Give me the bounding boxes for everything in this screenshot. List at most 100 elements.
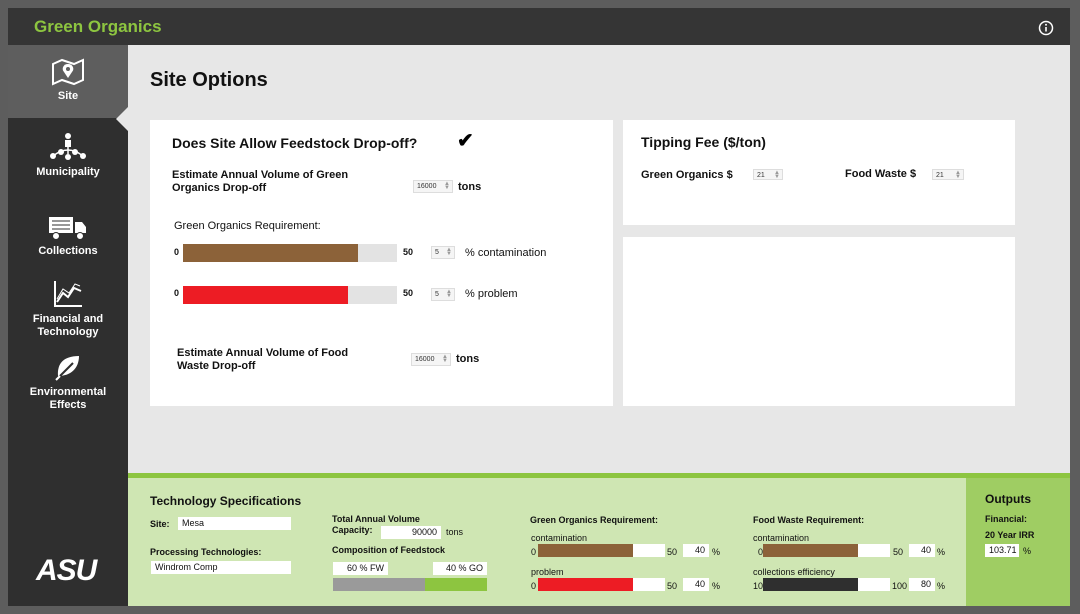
fw-volume-input[interactable]: 16000 ▲ ▼ (411, 353, 451, 366)
sidebar-item-label: Environmental (29, 386, 107, 398)
stepper-arrows-icon: ▲ ▼ (955, 170, 961, 180)
sidebar-item-label: Financial and (32, 313, 104, 325)
site-label: Site: (150, 519, 170, 529)
dropoff-question: Does Site Allow Feedstock Drop-off? (172, 135, 418, 151)
tipping-fee-title: Tipping Fee ($/ton) (641, 134, 766, 150)
stepper-arrows-icon: ▲ ▼ (446, 247, 452, 257)
fw-efficiency-min: 10 (753, 581, 764, 591)
dropoff-panel: Does Site Allow Feedstock Drop-off? ✔ Es… (150, 120, 613, 406)
stepper-arrows-icon: ▲ ▼ (774, 170, 780, 180)
go-problem-bar (538, 578, 665, 591)
go-contamination-max: 50 (667, 547, 678, 557)
fw-pct-field[interactable]: 60 % FW (333, 562, 388, 575)
problem-input[interactable]: 5 ▲ ▼ (431, 288, 455, 301)
go-contamination-min: 0 (531, 547, 537, 557)
irr-label: 20 Year IRR (985, 530, 1035, 540)
outputs-panel: Outputs Financial: 20 Year IRR 103.71 % (966, 478, 1070, 606)
fw-volume-label: Estimate Annual Volume of Food Waste Dro… (177, 347, 349, 372)
tipping-go-label: Green Organics $ (641, 169, 733, 181)
sidebar-item-label: Effects (49, 399, 87, 411)
go-problem-min: 0 (531, 581, 537, 591)
outputs-title: Outputs (985, 492, 1031, 506)
go-requirement-label: Green Organics Requirement: (174, 220, 321, 232)
composition-label: Composition of Feedstock (332, 545, 446, 555)
fw-efficiency-unit: % (937, 581, 946, 591)
go-problem-field[interactable]: 40 (683, 578, 709, 591)
fw-efficiency-max: 100 (892, 581, 908, 591)
go-problem-max: 50 (667, 581, 678, 591)
sidebar-item-municipality[interactable]: Municipality (8, 132, 128, 182)
financial-label: Financial: (985, 514, 1028, 524)
fw-contamination-field[interactable]: 40 (909, 544, 935, 557)
problem-unit: % problem (465, 288, 518, 300)
fw-efficiency-label: collections efficiency (753, 567, 835, 577)
capacity-field[interactable]: 90000 (381, 526, 441, 539)
problem-bar-fill (183, 286, 348, 304)
tipping-fw-label: Food Waste $ (845, 168, 917, 180)
sidebar-item-label: Collections (38, 245, 98, 257)
site-field[interactable]: Mesa (178, 517, 291, 530)
dropoff-checkbox[interactable]: ✔ (457, 130, 474, 152)
contamination-bar[interactable] (183, 244, 397, 262)
stepper-arrows-icon: ▲ ▼ (446, 289, 452, 299)
chart-line-icon (54, 281, 82, 307)
problem-bar[interactable] (183, 286, 397, 304)
fw-efficiency-bar (763, 578, 890, 591)
sidebar-item-label: Site (57, 90, 79, 102)
irr-field: 103.71 (985, 544, 1019, 557)
go-contamination-bar (538, 544, 665, 557)
tipping-go-input[interactable]: 21 ▲ ▼ (753, 169, 783, 180)
fw-efficiency-field[interactable]: 80 (909, 578, 935, 591)
go-volume-input[interactable]: 16000 ▲ ▼ (413, 180, 453, 193)
top-bar: Green Organics (8, 8, 1070, 45)
sidebar-item-financial[interactable]: Financial and Technology (8, 279, 128, 339)
app-window: Green Organics Site (8, 8, 1070, 606)
go-req-title: Green Organics Requirement: (530, 515, 659, 525)
contamination-bar-fill (183, 244, 359, 262)
composition-bar-fw (333, 578, 426, 591)
stepper-arrows-icon: ▲ ▼ (442, 354, 448, 364)
contamination-input[interactable]: 5 ▲ ▼ (431, 246, 455, 259)
fw-contamination-unit: % (937, 547, 946, 557)
tech-title: Technology Specifications (150, 494, 302, 508)
go-pct-field[interactable]: 40 % GO (433, 562, 487, 575)
truck-icon (49, 217, 86, 240)
sidebar-item-label: Technology (37, 326, 99, 338)
fw-contamination-min: 0 (758, 547, 764, 557)
go-problem-fill (538, 578, 634, 591)
go-contamination-fill (538, 544, 634, 557)
sidebar-item-environmental[interactable]: Environmental Effects (8, 354, 128, 414)
info-icon[interactable] (1038, 20, 1054, 36)
problem-max: 50 (403, 288, 414, 298)
technology-specs-panel: Technology Specifications Site: Mesa Pro… (128, 473, 1070, 606)
asu-logo: ASU (36, 554, 97, 587)
irr-unit: % (1023, 546, 1032, 556)
go-problem-unit: % (712, 581, 721, 591)
people-network-icon (50, 133, 86, 160)
tipping-fw-input[interactable]: 21 ▲ ▼ (932, 169, 964, 180)
go-contamination-field[interactable]: 40 (683, 544, 709, 557)
fw-contamination-fill (763, 544, 859, 557)
fw-volume-unit: tons (456, 353, 480, 365)
fw-contamination-bar (763, 544, 890, 557)
page-title: Site Options (150, 69, 268, 91)
empty-panel (623, 237, 1015, 406)
go-problem-label: problem (531, 567, 564, 577)
app-title: Green Organics (34, 17, 162, 36)
processing-label: Processing Technologies: (150, 547, 262, 557)
capacity-label: Total Annual Volume Capacity: (332, 514, 420, 535)
processing-field[interactable]: Windrom Comp (151, 561, 291, 574)
leaf-icon (55, 356, 79, 381)
sidebar: Site Municipality (8, 45, 128, 606)
fw-contamination-max: 50 (893, 547, 904, 557)
sidebar-item-collections[interactable]: Collections (8, 215, 128, 260)
active-pointer (116, 107, 128, 131)
fw-req-title: Food Waste Requirement: (753, 515, 865, 525)
sidebar-item-site[interactable]: Site (8, 45, 128, 118)
capacity-unit: tons (446, 527, 464, 537)
composition-bar (333, 578, 487, 591)
go-contamination-unit: % (712, 547, 721, 557)
contamination-max: 50 (403, 247, 414, 257)
problem-min: 0 (174, 288, 180, 298)
go-contamination-label: contamination (531, 533, 588, 543)
